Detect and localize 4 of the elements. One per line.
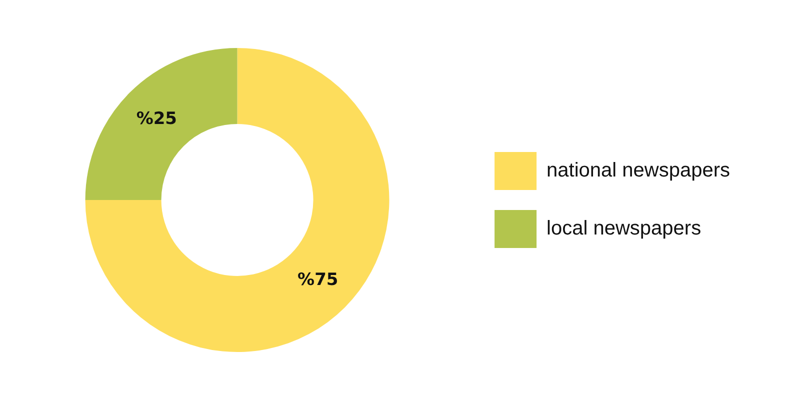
legend-label: local newspapers <box>546 218 702 240</box>
legend-label: national newspapers <box>546 160 730 182</box>
data-label: %25 <box>136 108 178 129</box>
data-label: %75 <box>298 270 338 290</box>
